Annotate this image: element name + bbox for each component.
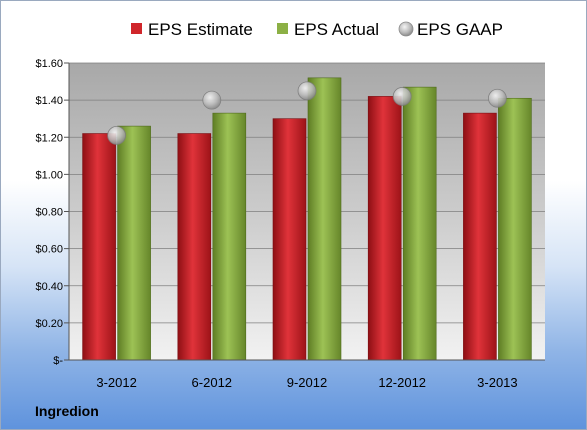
gaap-markers [107, 81, 507, 145]
legend-label-actual: EPS Actual [294, 20, 379, 39]
bar-eps-actual [117, 125, 151, 361]
legend: EPS Estimate EPS Actual EPS GAAP [131, 20, 503, 39]
y-tick-label: $1.20 [35, 132, 63, 144]
y-tick-label: $1.00 [35, 169, 63, 181]
legend-swatch-gaap [398, 21, 414, 37]
y-axis: $- $0.20 $0.40 $0.60 $0.80 $1.00 $1.20 $1.40 $1.… [35, 58, 70, 367]
company-name: Ingredion [35, 403, 99, 419]
bar-eps-estimate [463, 112, 497, 361]
bar-eps-actual [402, 86, 437, 361]
y-tick-label: $1.60 [35, 58, 63, 70]
bar-eps-actual [212, 112, 247, 361]
marker-eps-gaap [487, 88, 507, 108]
legend-swatch-estimate [131, 23, 142, 34]
x-tick-label: 6-2012 [192, 375, 232, 390]
y-tick-label: $0.80 [35, 207, 63, 219]
legend-label-estimate: EPS Estimate [148, 20, 253, 39]
bar-eps-estimate [367, 96, 402, 361]
legend-item-actual: EPS Actual [277, 20, 379, 39]
marker-eps-gaap [107, 125, 126, 145]
y-tick-label: $1.40 [35, 95, 63, 107]
marker-eps-gaap [392, 87, 412, 106]
legend-item-gaap: EPS GAAP [398, 20, 503, 39]
x-tick-label: 12-2012 [378, 375, 426, 390]
bar-eps-estimate [177, 133, 212, 361]
x-axis: 3-2012 6-2012 9-2012 12-2012 3-2013 [69, 359, 545, 390]
y-tick-label: $0.20 [35, 318, 63, 330]
bar-eps-actual [307, 77, 342, 361]
y-tick-label: $- [53, 355, 63, 367]
y-tick-label: $0.60 [35, 244, 63, 256]
legend-item-estimate: EPS Estimate [131, 20, 253, 39]
marker-eps-gaap [297, 81, 317, 101]
x-tick-label: 9-2012 [287, 375, 327, 390]
marker-eps-gaap [202, 90, 222, 110]
bars [82, 77, 532, 361]
bar-eps-actual [498, 97, 532, 361]
bar-eps-estimate [82, 133, 116, 361]
y-tick-label: $0.40 [35, 281, 63, 293]
bar-eps-estimate [272, 118, 307, 361]
legend-label-gaap: EPS GAAP [417, 20, 503, 39]
x-tick-label: 3-2013 [477, 375, 517, 390]
x-tick-label: 3-2012 [96, 375, 136, 390]
legend-swatch-actual [277, 23, 288, 34]
